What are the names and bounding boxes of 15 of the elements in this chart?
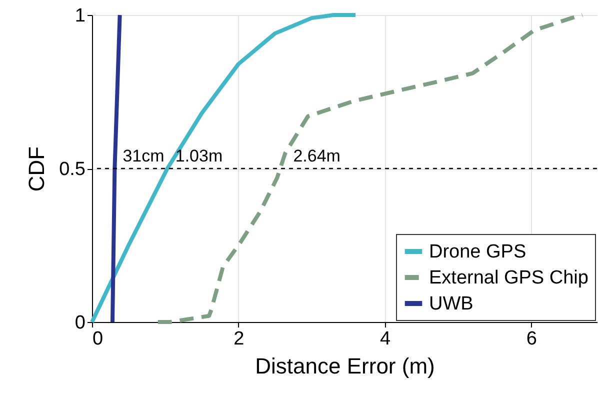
x-tick-label: 6	[526, 328, 537, 350]
y-tick-label: 0	[74, 312, 86, 334]
legend-label: External GPS Chip	[429, 268, 588, 288]
x-tick-label: 4	[380, 328, 391, 350]
x-tick-label: 0	[92, 328, 104, 350]
y-tick-label: 0.5	[59, 159, 86, 180]
legend-label: UWB	[429, 294, 474, 314]
y-axis-title: CDF	[24, 146, 50, 192]
annotation: 2.64m	[293, 146, 340, 166]
legend-label: Drone GPS	[429, 242, 526, 262]
y-tick-label: 1	[74, 6, 86, 26]
annotation: 1.03m	[175, 146, 223, 166]
annotation: 31cm	[122, 146, 164, 166]
x-tick-label: 2	[234, 328, 244, 350]
x-axis-title: Distance Error (m)	[255, 354, 435, 378]
